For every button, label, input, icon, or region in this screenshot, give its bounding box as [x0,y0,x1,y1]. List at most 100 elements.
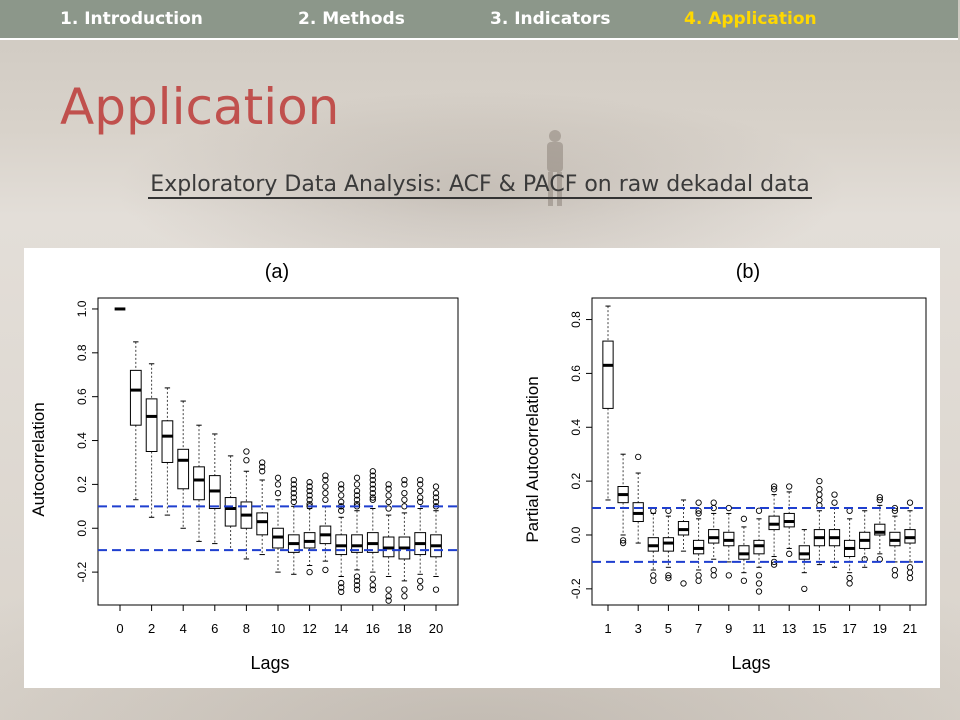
outlier-point [274,474,282,481]
box-lag-11 [753,507,765,595]
outlier-point [665,574,672,582]
outlier-point [755,580,763,587]
box-lag-1 [602,305,614,501]
x-tick-label: 16 [366,621,380,636]
outlier-point [322,476,329,484]
outlier-point [906,499,914,506]
outlier-point [417,476,424,484]
y-tick-label: 0.0 [75,520,89,537]
x-axis-label: Lags [250,653,289,673]
outlier-point [369,586,376,593]
outlier-point [770,483,778,490]
x-tick-label: 5 [665,621,672,636]
box-lag-12 [303,479,316,576]
box-lag-9 [723,504,735,579]
box-lag-15 [351,474,363,593]
x-tick-label: 19 [873,621,887,636]
box-lag-20 [430,483,442,593]
tab-methods[interactable]: 2. Methods [298,9,405,29]
outlier-point [695,499,702,506]
outlier-point [385,593,392,600]
outlier-point [876,494,883,501]
y-axis-label: Partial Autocorrelation [523,376,542,542]
box-lag-15 [813,477,826,566]
outlier-point [290,490,297,497]
box-lag-3 [632,453,644,544]
outlier-point [306,568,313,576]
outlier-point [417,481,424,488]
box-lag-21 [904,499,916,582]
box-lag-12 [768,483,780,568]
outlier-point [401,586,408,593]
outlier-point [755,507,763,514]
outlier-point [338,481,345,488]
x-tick-label: 18 [397,621,411,636]
outlier-point [243,457,250,464]
outlier-point [274,490,282,497]
outlier-point [369,490,376,497]
outlier-point [401,476,408,484]
box-lag-3 [161,387,174,516]
box-lag-17 [382,481,395,604]
outlier-point [338,584,345,591]
outlier-point [740,515,748,522]
outlier-point [417,487,424,495]
box-lag-7 [692,499,705,584]
box-iqr [256,512,269,536]
page-title: Application [60,78,340,136]
outlier-point [369,481,376,488]
outlier-point [369,468,376,475]
box-iqr [145,398,158,452]
outlier-point [259,463,266,471]
outlier-point [740,577,748,584]
outlier-point [385,505,392,512]
outlier-point [891,566,899,574]
outlier-point [401,593,408,600]
box-lag-13 [319,472,332,574]
outlier-point [385,481,392,488]
outlier-point [338,507,345,514]
x-tick-label: 12 [302,621,316,636]
y-tick-label: 0.6 [569,365,583,382]
person-silhouette [547,130,563,206]
outlier-point [369,575,376,582]
outlier-point [290,481,297,488]
outlier-point [432,586,440,593]
y-tick-label: -0.2 [569,578,583,599]
outlier-point [322,472,329,479]
outlier-point [816,496,823,504]
box-iqr [602,340,614,409]
box-lag-19 [414,476,427,591]
outlier-point [401,481,408,488]
box-lag-7 [224,455,237,551]
outlier-point [635,453,642,461]
outlier-point [338,492,345,499]
y-tick-label: 0.8 [75,344,89,361]
x-tick-label: 1 [604,621,611,636]
box-iqr [224,497,237,527]
box-lag-11 [287,476,300,575]
outlier-point [432,494,440,501]
tab-introduction[interactable]: 1. Introduction [60,9,203,29]
x-tick-label: 10 [271,621,285,636]
tab-indicators[interactable]: 3. Indicators [490,9,611,29]
outlier-point [417,494,424,501]
outlier-point [401,490,408,497]
x-tick-label: 2 [148,621,155,636]
x-tick-label: 11 [752,621,766,636]
outlier-point [816,491,823,498]
box-iqr [161,420,174,463]
tab-application[interactable]: 4. Application [684,9,817,29]
x-tick-label: 21 [903,621,917,636]
outlier-point [710,572,717,579]
chart-pacf [586,297,927,611]
outlier-point [786,483,793,490]
box-lag-10 [272,474,284,573]
box-lag-2 [617,453,629,547]
box-lag-4 [177,400,190,529]
outlier-point [353,573,361,580]
y-tick-label: 0.0 [569,526,583,543]
outlier-point [353,474,361,481]
outlier-point [770,486,778,493]
x-tick-label: 0 [116,621,123,636]
